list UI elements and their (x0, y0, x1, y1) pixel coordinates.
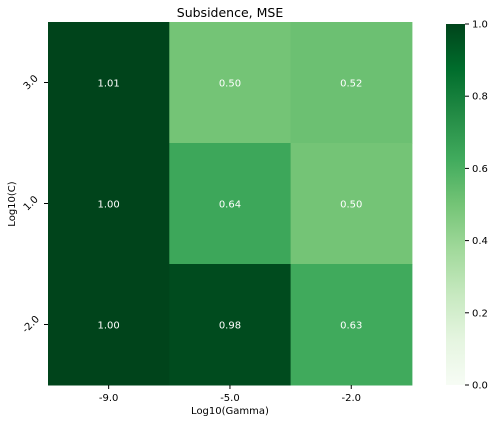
heatmap-cell (169, 143, 292, 265)
heatmap-cell-label: 1.01 (98, 79, 120, 90)
heatmap-cells (48, 22, 413, 386)
x-tick-label: -2.0 (341, 393, 361, 404)
y-axis-ticks: 3.0 1.0 -2.0 (20, 73, 48, 336)
heatmap-cell-label: 1.00 (98, 321, 120, 332)
heatmap-cell-labels: 1.01 0.50 0.52 1.00 0.64 0.50 1.00 0.98 0.63 (98, 79, 363, 332)
heatmap-cell (169, 264, 292, 386)
x-axis-label: Log10(Gamma) (191, 406, 269, 417)
heatmap-cell-label: 1.00 (98, 200, 120, 211)
heatmap-cell (48, 143, 170, 265)
heatmap-cell-label: 0.50 (219, 79, 241, 90)
heatmap-cell (290, 264, 413, 386)
heatmap-cell-label: 0.50 (340, 200, 362, 211)
heatmap-cell (290, 143, 413, 265)
y-axis-label: Log10(C) (7, 181, 18, 226)
heatmap-cell-label: 0.52 (340, 79, 362, 90)
colorbar-ticks: 0.0 0.2 0.4 0.6 0.8 1.0 (465, 20, 488, 392)
x-tick-label: -5.0 (220, 393, 240, 404)
y-tick-label: -2.0 (20, 314, 42, 336)
x-axis-ticks: -9.0 -5.0 -2.0 (99, 385, 361, 404)
colorbar-tick-label: 0.0 (472, 381, 488, 392)
heatmap-cell-label: 0.64 (219, 200, 241, 211)
heatmap-cell-label: 0.63 (340, 321, 362, 332)
colorbar (446, 24, 465, 385)
colorbar-tick-label: 0.2 (472, 308, 488, 319)
heatmap-cell-label: 0.98 (219, 321, 241, 332)
colorbar-tick-label: 0.6 (472, 164, 488, 175)
y-tick-label: 1.0 (22, 194, 41, 213)
heatmap-cell (169, 22, 292, 144)
x-tick-label: -9.0 (99, 393, 119, 404)
colorbar-tick-label: 1.0 (472, 20, 488, 31)
colorbar-tick-label: 0.8 (472, 92, 488, 103)
y-tick-label: 3.0 (22, 73, 41, 92)
heatmap-cell (48, 264, 170, 386)
heatmap-cell (290, 22, 413, 144)
heatmap-cell (48, 22, 170, 144)
chart-title: Subsidence, MSE (177, 5, 284, 20)
colorbar-tick-label: 0.4 (472, 236, 488, 247)
